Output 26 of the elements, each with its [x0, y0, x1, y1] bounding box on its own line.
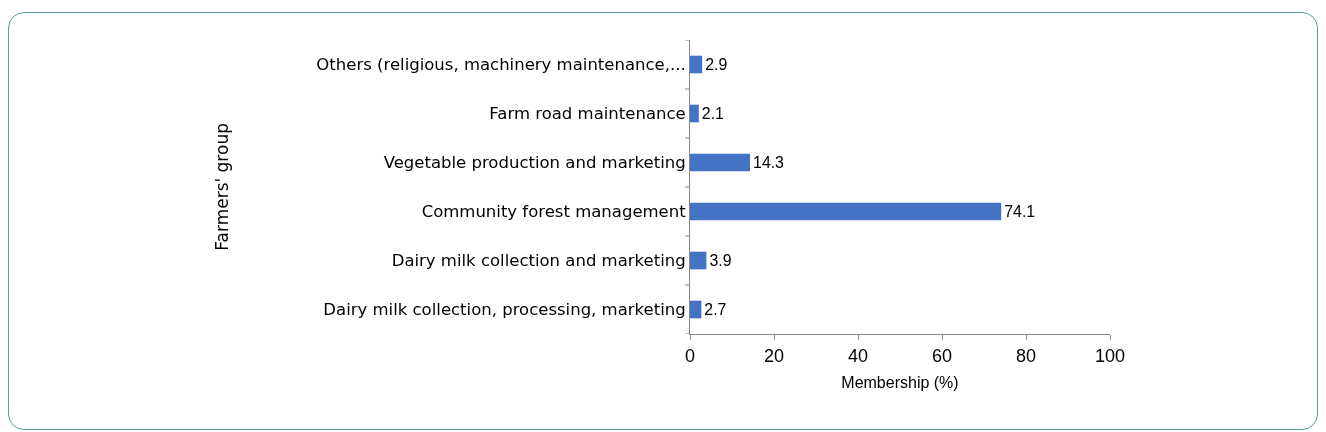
x-tick-label: 40 — [847, 345, 869, 366]
data-label: 2.9 — [705, 55, 728, 73]
data-label: 14.3 — [753, 153, 785, 171]
y-axis-title: Farmers' group — [211, 123, 232, 251]
bar — [690, 202, 1002, 221]
bar — [690, 251, 707, 270]
data-label: 74.1 — [1004, 202, 1036, 220]
bar — [690, 55, 703, 74]
x-tick-label: 100 — [1094, 345, 1126, 366]
y-tick-label: Others (religious, machinery maintenance,... — [316, 55, 686, 75]
bar — [690, 300, 702, 319]
x-axis-title: Membership (%) — [841, 374, 959, 392]
x-tick-label: 0 — [684, 345, 696, 366]
y-tick-label: Farm road maintenance — [489, 104, 686, 124]
x-tick-label: 80 — [1015, 345, 1037, 366]
y-tick-label: Community forest management — [421, 202, 687, 222]
y-tick-label: Vegetable production and marketing — [383, 153, 686, 173]
y-tick-label: Dairy milk collection, processing, marketing — [323, 300, 686, 320]
data-label: 2.1 — [701, 104, 725, 122]
y-tick-label: Dairy milk collection and marketing — [391, 251, 686, 271]
x-tick-label: 60 — [931, 345, 953, 366]
bar — [690, 153, 751, 172]
bar — [690, 104, 699, 123]
x-tick-label: 20 — [763, 345, 785, 366]
data-label: 3.9 — [709, 251, 732, 269]
data-label: 2.7 — [704, 300, 727, 318]
